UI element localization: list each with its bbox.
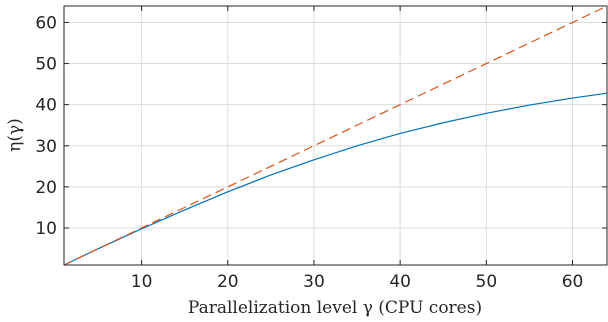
y-tick-label: 20	[35, 178, 57, 198]
x-tick-label: 30	[303, 272, 325, 292]
y-axis-label: η(γ)	[5, 118, 25, 152]
grid	[64, 6, 607, 265]
series-layer	[63, 5, 608, 266]
x-axis-label: Parallelization level γ (CPU cores)	[188, 298, 482, 318]
x-tick-label: 10	[131, 272, 153, 292]
y-tick-label: 60	[35, 13, 57, 33]
x-tick-label: 40	[389, 272, 411, 292]
plot-frame	[63, 5, 608, 266]
y-tick-label: 10	[35, 219, 57, 239]
x-tick-label: 60	[562, 272, 584, 292]
x-tick-label: 20	[217, 272, 239, 292]
y-tick-label: 30	[35, 137, 57, 157]
x-tick-label: 50	[476, 272, 498, 292]
y-tick-label: 40	[35, 96, 57, 116]
y-tick-label: 50	[35, 55, 57, 75]
series-line-dashed	[63, 5, 608, 266]
series-line-solid	[63, 92, 608, 266]
ticks: 10 20 30 40 50 60 10 20 30 40 50 60	[35, 6, 607, 292]
